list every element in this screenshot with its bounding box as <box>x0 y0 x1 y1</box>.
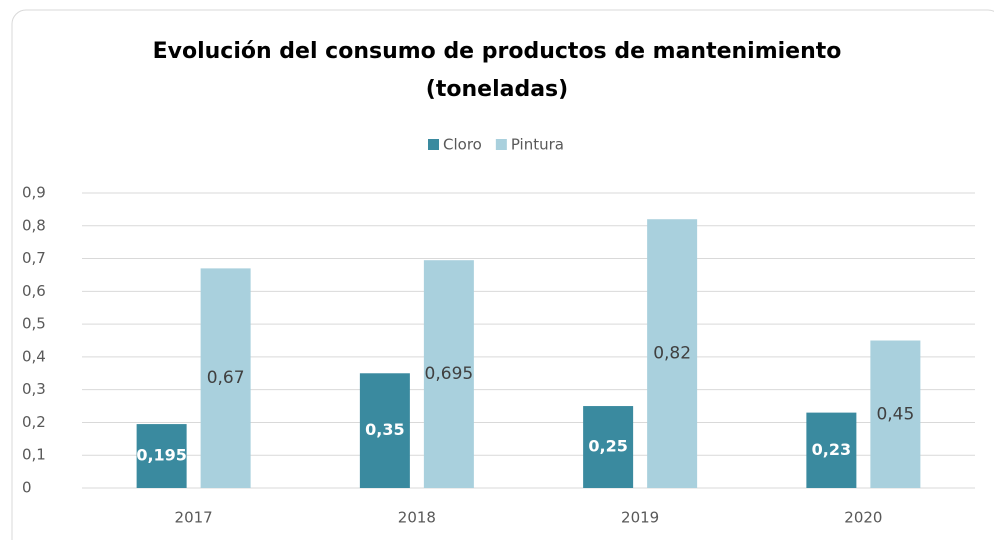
y-tick-label: 0,6 <box>22 282 46 300</box>
chart-subtitle: (toneladas) <box>426 77 568 102</box>
data-label: 0,67 <box>207 368 245 388</box>
bar <box>870 340 921 488</box>
x-tick-label: 2017 <box>175 509 213 527</box>
y-tick-label: 0,2 <box>22 413 46 431</box>
bar <box>806 412 857 488</box>
data-label: 0,195 <box>136 446 187 465</box>
data-label: 0,35 <box>365 420 404 439</box>
y-tick-label: 0,9 <box>22 184 46 202</box>
y-tick-label: 0 <box>22 479 32 497</box>
legend-swatch <box>495 139 507 150</box>
chart-title: Evolución del consumo de productos de ma… <box>153 39 842 64</box>
chart-border <box>11 9 994 540</box>
legend-swatch <box>428 139 439 150</box>
data-label: 0,23 <box>812 440 851 459</box>
legend-label: Pintura <box>511 136 564 154</box>
y-tick-label: 0,3 <box>22 380 46 398</box>
x-tick-label: 2019 <box>621 509 659 527</box>
data-label: 0,45 <box>876 404 914 424</box>
data-label: 0,25 <box>588 437 627 456</box>
y-tick-label: 0,8 <box>22 216 46 234</box>
y-tick-label: 0,1 <box>22 446 46 464</box>
bar <box>200 268 251 488</box>
x-tick-label: 2018 <box>398 509 436 527</box>
y-tick-label: 0,5 <box>22 315 46 333</box>
bar <box>423 260 474 488</box>
x-tick-label: 2020 <box>844 509 882 527</box>
data-label: 0,695 <box>425 364 474 384</box>
bar <box>583 406 634 488</box>
bar <box>136 424 187 488</box>
bar <box>647 219 698 488</box>
legend-label: Cloro <box>443 136 482 154</box>
y-tick-label: 0,4 <box>22 347 46 365</box>
data-label: 0,82 <box>653 344 691 364</box>
y-tick-label: 0,7 <box>22 249 46 267</box>
bar <box>359 373 410 488</box>
